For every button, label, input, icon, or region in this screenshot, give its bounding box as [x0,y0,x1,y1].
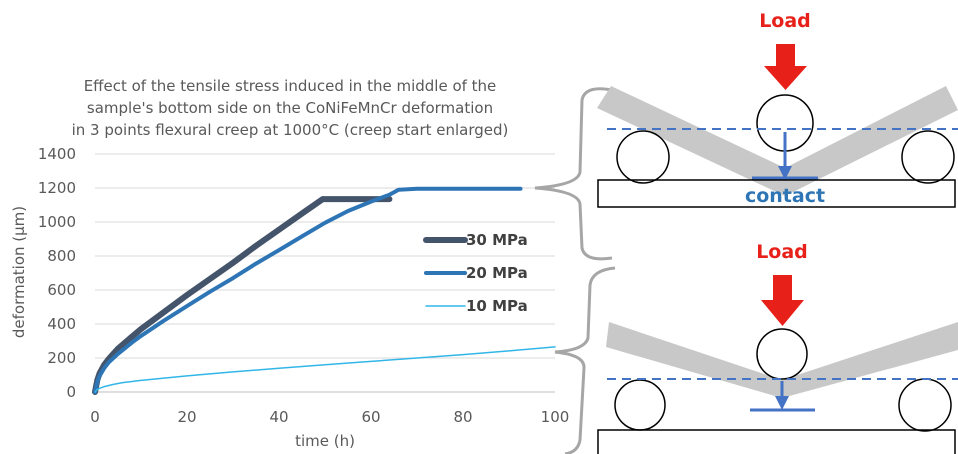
x-tick-label: 60 [361,408,380,426]
bottom-right-support [898,378,952,432]
y-tick-label: 600 [47,281,76,299]
top-bent-beam [597,86,958,196]
upper-brace [534,87,613,261]
x-tick-label: 0 [90,408,100,426]
series-line-20-mpa [93,186,523,394]
top-base-plate [597,179,956,208]
x-tick-label: 20 [177,408,196,426]
lower-brace [554,266,616,454]
legend: 30 MPa 20 MPa 10 MPa [423,231,528,315]
bottom-load-roller [756,328,808,380]
chart-title-line-3: in 3 points flexural creep at 1000°C (cr… [72,121,509,139]
gridlines [95,153,555,359]
bottom-load-arrow [761,275,804,326]
y-axis-label: deformation (µm) [10,206,28,338]
bottom-load-label: Load [756,241,808,263]
legend-label: 20 MPa [466,264,528,282]
top-right-support [901,130,955,184]
top-deflection-arrowhead [778,166,792,180]
x-tick-labels: 0 20 40 60 80 100 [90,408,569,426]
y-tick-label: 800 [47,247,76,265]
legend-label: 10 MPa [466,297,528,315]
series-line-10-mpa [94,346,556,393]
chart-title-line-2: sample's bottom side on the CoNiFeMnCr d… [87,99,493,117]
bottom-left-support [614,379,666,431]
bottom-deflection-arrowhead [775,396,789,410]
x-axis-label: time (h) [295,432,355,450]
top-left-support [616,130,670,184]
series-lines [92,186,556,395]
bottom-bending-diagram: Load [597,241,958,454]
top-load-label: Load [759,10,811,32]
top-load-arrow [764,44,807,90]
creep-chart: Effect of the tensile stress induced in … [10,77,569,450]
y-tick-label: 1000 [38,213,76,231]
y-tick-label: 1200 [38,179,76,197]
y-tick-labels: 0 200 400 600 800 1000 1200 1400 [38,145,76,401]
legend-label: 30 MPa [466,231,528,249]
y-tick-label: 400 [47,315,76,333]
bottom-base-plate [597,429,956,454]
series-line-30-mpa [92,196,393,395]
x-tick-label: 40 [269,408,288,426]
top-bending-diagram: Load contact [597,10,958,208]
y-tick-label: 1400 [38,145,76,163]
contact-label: contact [745,185,825,207]
x-tick-label: 80 [453,408,472,426]
y-tick-label: 200 [47,349,76,367]
x-tick-label: 100 [541,408,570,426]
connector-braces [534,87,616,454]
y-tick-label: 0 [66,383,76,401]
chart-title-line-1: Effect of the tensile stress induced in … [84,77,497,95]
